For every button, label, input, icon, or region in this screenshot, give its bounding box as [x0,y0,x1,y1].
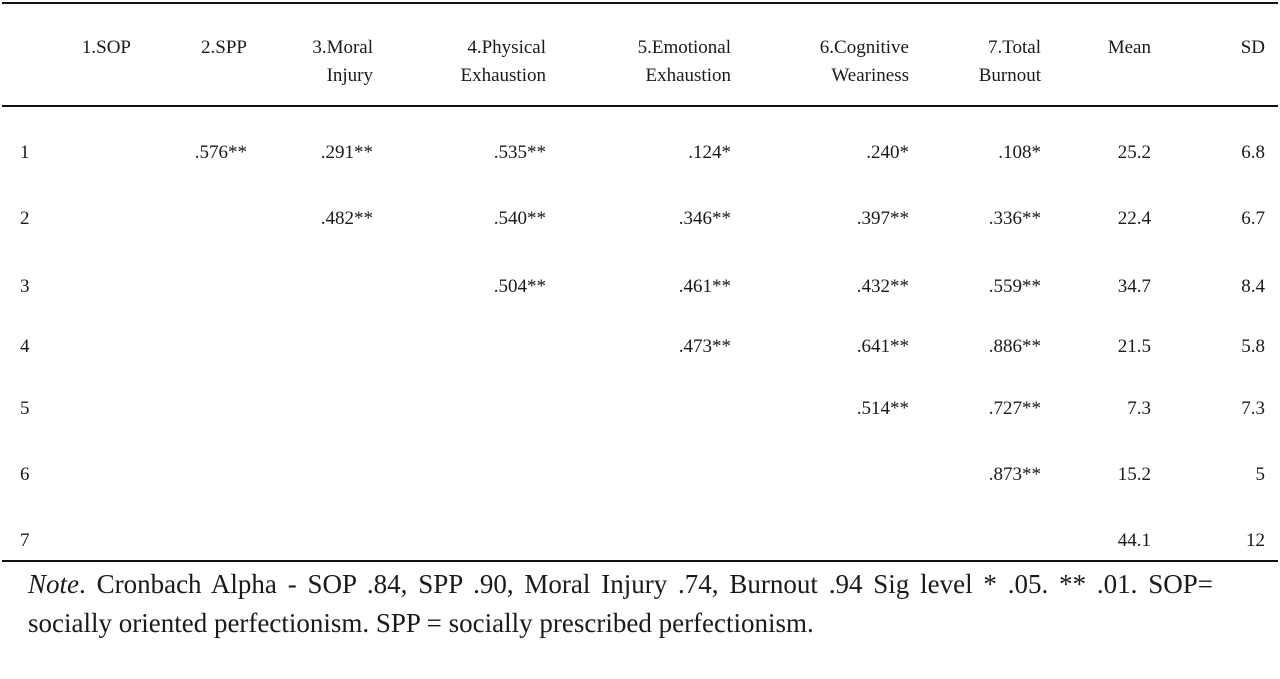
column-header-sd: SD [1241,34,1265,62]
table-cell-c6: .432** [856,276,909,297]
column-header-line: 2.SPP [201,37,247,58]
bottom-rule [2,560,1278,562]
table-cell-c5: .461** [678,276,731,297]
note-text: . Cronbach Alpha - SOP .84, SPP .90, Mor… [28,569,1213,638]
table-cell-mean: 15.2 [1117,464,1151,485]
table-cell-c7: .108* [998,142,1041,163]
table-note: Note. Cronbach Alpha - SOP .84, SPP .90,… [28,565,1213,643]
column-header-c5: 5.Emotional Exhaustion [638,34,731,90]
column-header-line: 1.SOP [81,37,131,58]
table-cell-c5: .124* [688,142,731,163]
table-cell-c7: .873** [988,464,1041,485]
table-cell-mean: 21.5 [1117,336,1151,357]
table-cell-c4: .504** [493,276,546,297]
column-header-line: Mean [1107,37,1151,58]
table-cell-sd: 8.4 [1241,276,1265,297]
table-cell-c7: .559** [988,276,1041,297]
table-cell-mean: 34.7 [1117,276,1151,297]
table-cell-mean: 25.2 [1117,142,1151,163]
column-header-mean: Mean [1108,34,1151,62]
column-header-c7: 7.Total Burnout [979,34,1041,90]
table-cell-c7: .336** [988,208,1041,229]
column-header-c3: 3.Moral Injury [312,34,373,90]
column-header-line: Injury [326,65,373,86]
table-cell-c3: .482** [320,208,373,229]
column-header-line: 6.Cognitive [819,37,909,58]
column-header-line: 3.Moral [312,37,373,58]
table-cell-c5: .346** [678,208,731,229]
column-header-c2: 2.SPP [201,34,247,62]
row-label: 1 [20,142,30,163]
column-header-line: Exhaustion [645,65,732,86]
table-cell-sd: 5.8 [1241,336,1265,357]
table-cell-c3: .291** [320,142,373,163]
table-cell-c4: .540** [493,208,546,229]
column-header-c1: 1.SOP [82,34,131,62]
column-header-c4: 4.Physical Exhaustion [461,34,547,90]
table-cell-c6: .641** [856,336,909,357]
table-cell-c2: .576** [194,142,247,163]
row-label: 5 [20,398,30,419]
table-cell-c6: .240* [866,142,909,163]
table-cell-c6: .397** [856,208,909,229]
table-cell-mean: 7.3 [1127,398,1151,419]
table-cell-c5: .473** [678,336,731,357]
table-cell-sd: 6.7 [1241,208,1265,229]
column-header-line: Burnout [978,65,1041,86]
table-cell-c7: .886** [988,336,1041,357]
column-header-line: 5.Emotional [637,37,731,58]
top-rule [2,2,1278,4]
table-cell-mean: 44.1 [1117,530,1151,551]
row-label: 6 [20,464,30,485]
note-label: Note [28,569,79,599]
table-cell-c4: .535** [493,142,546,163]
header-rule [2,105,1278,107]
row-label: 4 [20,336,30,357]
column-header-line: 7.Total [987,37,1041,58]
column-header-line: SD [1240,37,1265,58]
column-header-line: Exhaustion [460,65,547,86]
row-label: 2 [20,208,30,229]
table-cell-mean: 22.4 [1117,208,1151,229]
row-label: 7 [20,530,30,551]
table-cell-sd: 5 [1255,464,1266,485]
table-cell-sd: 7.3 [1241,398,1265,419]
table-cell-c6: .514** [856,398,909,419]
table-cell-sd: 12 [1246,530,1265,551]
column-header-line: Weariness [831,65,909,86]
table-cell-sd: 6.8 [1241,142,1265,163]
column-header-line: 4.Physical [467,37,546,58]
row-label: 3 [20,276,30,297]
table-cell-c7: .727** [988,398,1041,419]
column-header-c6: 6.Cognitive Weariness [820,34,909,90]
